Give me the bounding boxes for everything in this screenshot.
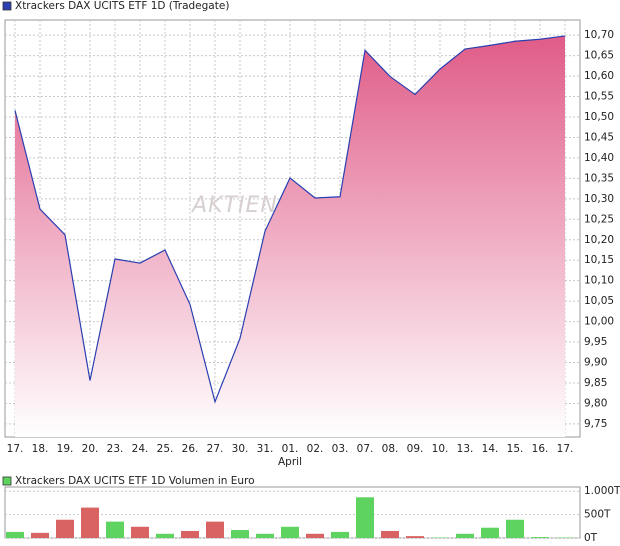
month-label: April	[278, 456, 302, 468]
y-tick-label: 9,90	[584, 357, 607, 369]
x-tick-label: 03.	[332, 443, 349, 455]
y-tick-label: 10,00	[584, 316, 614, 328]
y-tick-label: 9,95	[584, 336, 607, 348]
x-tick-label: 01.	[282, 443, 299, 455]
volume-bar	[456, 533, 474, 538]
volume-bar	[156, 533, 174, 538]
y-tick-label: 10,40	[584, 152, 614, 164]
area-fill	[15, 35, 565, 437]
volume-bar	[31, 532, 49, 538]
y-tick-label: 500T	[584, 509, 611, 521]
legend-swatch	[2, 476, 12, 486]
watermark: AKTIEN	[190, 193, 278, 218]
y-tick-label: 10,35	[584, 172, 614, 184]
y-tick-label: 10,15	[584, 254, 614, 266]
x-tick-label: 15.	[507, 443, 524, 455]
volume-bar	[231, 530, 249, 538]
x-tick-label: 23.	[107, 443, 124, 455]
x-tick-label: 13.	[457, 443, 474, 455]
x-tick-label: 31.	[257, 443, 274, 455]
x-tick-label: 07.	[357, 443, 374, 455]
volume-bar	[331, 531, 349, 538]
y-tick-label: 10,65	[584, 50, 614, 62]
volume-bar	[381, 530, 399, 538]
x-tick-label: 18.	[32, 443, 49, 455]
y-tick-label: 0T	[584, 532, 598, 544]
x-tick-label: 17.	[557, 443, 574, 455]
x-tick-label: 10.	[432, 443, 449, 455]
x-tick-label: 25.	[157, 443, 174, 455]
y-tick-label: 9,75	[584, 418, 607, 430]
x-tick-label: 09.	[407, 443, 424, 455]
y-tick-label: 10,20	[584, 234, 614, 246]
x-tick-label: 16.	[532, 443, 549, 455]
y-tick-label: 10,50	[584, 111, 614, 123]
x-tick-label: 02.	[307, 443, 324, 455]
x-tick-label: 14.	[482, 443, 499, 455]
x-tick-label: 08.	[382, 443, 399, 455]
x-tick-label: 24.	[132, 443, 149, 455]
y-tick-label: 10,05	[584, 295, 614, 307]
y-tick-label: 10,55	[584, 91, 614, 103]
volume-bar	[6, 531, 24, 538]
volume-bar	[181, 530, 199, 538]
price-line	[14, 35, 566, 404]
volume-bar	[81, 507, 99, 538]
volume-bar	[406, 536, 424, 538]
volume-bar	[356, 497, 374, 538]
legend-label: Xtrackers DAX UCITS ETF 1D (Tradegate)	[15, 0, 229, 12]
x-tick-label: 26.	[182, 443, 199, 455]
volume-bar	[481, 527, 499, 538]
x-tick-label: 20.	[82, 443, 99, 455]
volume-bar	[506, 519, 524, 538]
volume-bar	[531, 537, 549, 538]
x-tick-label: 19.	[57, 443, 74, 455]
x-tick-label: 27.	[207, 443, 224, 455]
volume-bar	[256, 533, 274, 538]
y-tick-label: 10,30	[584, 193, 614, 205]
x-tick-label: 30.	[232, 443, 249, 455]
volume-bar	[281, 526, 299, 538]
y-tick-label: 9,85	[584, 377, 607, 389]
y-tick-label: 1.000T	[584, 485, 620, 497]
legend-label: Xtrackers DAX UCITS ETF 1D Volumen in Eu…	[15, 475, 255, 487]
legend-swatch	[2, 1, 12, 11]
volume-bar	[106, 521, 124, 538]
volume-bar	[131, 526, 149, 538]
y-tick-label: 10,25	[584, 213, 614, 225]
volume-bar	[56, 519, 74, 538]
y-tick-label: 10,60	[584, 70, 614, 82]
y-tick-label: 10,45	[584, 131, 614, 143]
x-tick-label: 17.	[7, 443, 24, 455]
y-tick-label: 10,70	[584, 29, 614, 41]
y-tick-label: 9,80	[584, 397, 607, 409]
volume-bar	[306, 533, 324, 538]
volume-bar	[206, 521, 224, 538]
y-tick-label: 10,10	[584, 275, 614, 287]
